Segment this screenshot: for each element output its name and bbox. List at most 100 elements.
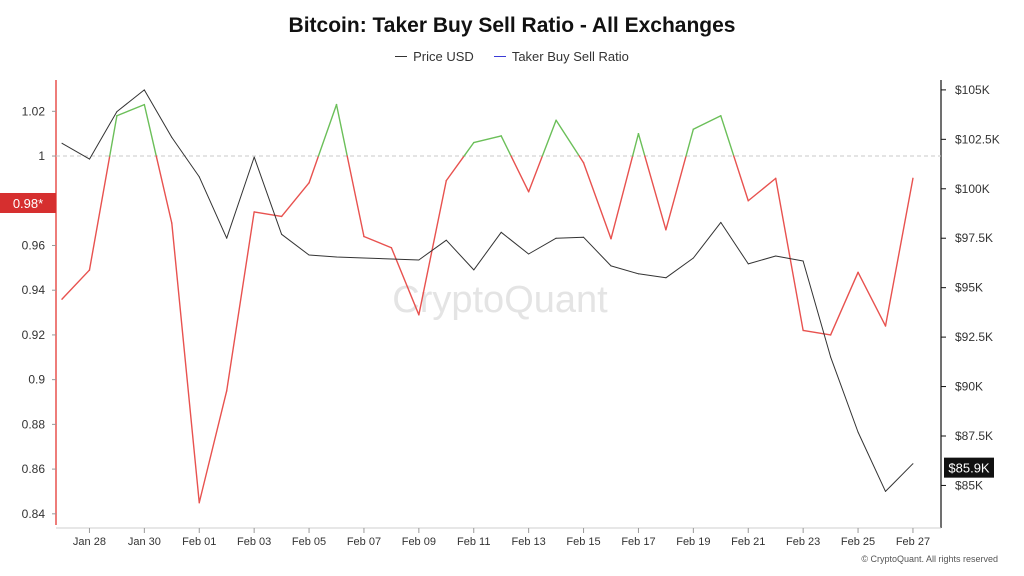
ratio-segment — [335, 103, 348, 157]
ratio-segment — [88, 155, 111, 271]
legend-item-ratio[interactable]: Taker Buy Sell Ratio — [493, 49, 629, 64]
x-tick-label: Jan 30 — [128, 536, 161, 548]
ratio-segment — [733, 155, 749, 202]
ratio-segment — [500, 135, 512, 157]
ratio-point — [747, 200, 749, 202]
x-tick-label: Feb 11 — [457, 536, 490, 548]
right-tick-label: $102.5K — [955, 132, 1000, 146]
ratio-segment — [308, 155, 320, 184]
ratio-point — [390, 247, 392, 249]
price-point — [610, 265, 612, 267]
ratio-point — [281, 215, 283, 218]
ratio-segment — [61, 269, 91, 300]
x-tick-label: Feb 23 — [786, 536, 820, 548]
legend-swatch-price — [395, 56, 408, 57]
ratio-segment — [884, 177, 914, 327]
ratio-segment — [418, 179, 447, 316]
ratio-point — [582, 162, 585, 164]
ratio-segment — [473, 135, 502, 144]
price-point — [116, 111, 118, 113]
x-tick-label: Jan 28 — [73, 536, 106, 548]
left-tick-label: 0.9 — [28, 373, 45, 387]
ratio-point — [665, 229, 667, 231]
ratio-point — [418, 314, 420, 316]
price-point — [500, 231, 502, 233]
left-tick-label: 1.02 — [22, 104, 46, 118]
price-point — [88, 158, 90, 160]
ratio-point — [555, 119, 557, 121]
price-point — [226, 237, 228, 239]
price-point — [830, 356, 832, 358]
x-tick-label: Feb 05 — [292, 536, 326, 548]
ratio-segment — [829, 271, 859, 336]
ratio-point — [500, 135, 502, 137]
ratio-point — [226, 390, 228, 392]
ratio-segment — [363, 235, 393, 249]
ratio-segment — [802, 329, 832, 336]
ratio-segment — [747, 177, 777, 202]
price-point — [720, 221, 722, 223]
right-tick-label: $92.5K — [955, 330, 993, 344]
legend: Price USD Taker Buy Sell Ratio — [0, 49, 1024, 64]
right-tick-label: $100K — [955, 182, 990, 196]
ratio-segment — [692, 115, 722, 130]
price-point — [747, 263, 749, 265]
label-layer: 0.98* $85.9K — [0, 192, 994, 478]
ratio-point — [198, 502, 200, 504]
left-tick-label: 0.94 — [22, 283, 46, 297]
ratio-point — [830, 334, 832, 336]
chart-title: Bitcoin: Taker Buy Sell Ratio - All Exch… — [288, 14, 736, 37]
current-price-label: $85.9K — [948, 461, 990, 476]
axes-layer: 0.840.860.880.90.920.940.960.9811.02$85K… — [22, 80, 1000, 548]
ratio-point — [143, 103, 145, 106]
watermark-text: CryptoQuant — [392, 279, 608, 321]
price-point — [61, 142, 63, 144]
x-tick-label: Feb 09 — [402, 536, 436, 548]
ratio-segment — [155, 155, 173, 224]
x-tick-label: Feb 13 — [512, 536, 546, 548]
legend-item-price[interactable]: Price USD — [395, 49, 474, 64]
price-point — [528, 253, 530, 255]
ratio-segment — [578, 155, 585, 164]
right-tick-label: $85K — [955, 478, 983, 492]
legend-label-price: Price USD — [413, 49, 474, 64]
legend-swatch-ratio — [493, 56, 506, 57]
ratio-segment — [109, 115, 118, 157]
current-ratio-label: 0.98* — [13, 196, 43, 211]
ratio-point — [116, 115, 118, 117]
price-point — [336, 256, 337, 258]
ratio-segment — [253, 211, 283, 218]
price-point — [390, 258, 392, 260]
price-series-layer — [61, 89, 914, 492]
ratio-segment — [857, 271, 887, 327]
price-point — [418, 259, 420, 261]
legend-label-ratio: Taker Buy Sell Ratio — [511, 49, 629, 64]
x-tick-label: Feb 27 — [896, 536, 930, 548]
price-point — [143, 89, 145, 91]
ratio-segment — [463, 141, 475, 157]
left-tick-label: 0.88 — [22, 417, 46, 431]
left-tick-label: 0.92 — [22, 328, 46, 342]
price-point — [857, 431, 859, 433]
price-point — [885, 490, 886, 492]
price-point — [445, 239, 447, 241]
left-tick-label: 0.86 — [22, 462, 46, 476]
ratio-point — [308, 182, 310, 184]
current-ratio-badge — [0, 192, 56, 213]
ratio-segment — [665, 155, 687, 231]
ratio-segment — [541, 119, 557, 157]
x-tick-label: Feb 25 — [841, 536, 875, 548]
right-tick-label: $97.5K — [955, 231, 993, 245]
ratio-segment — [225, 211, 255, 392]
ratio-segment — [143, 103, 157, 157]
ratio-point — [445, 180, 447, 182]
price-point — [637, 273, 639, 275]
ratio-segment — [445, 155, 465, 182]
ratio-segment — [610, 155, 634, 240]
price-point — [253, 156, 255, 158]
right-tick-label: $95K — [955, 281, 983, 295]
price-point — [912, 463, 914, 465]
price-point — [555, 237, 557, 239]
ratio-point — [775, 177, 777, 179]
left-tick-label: 0.84 — [22, 507, 46, 521]
